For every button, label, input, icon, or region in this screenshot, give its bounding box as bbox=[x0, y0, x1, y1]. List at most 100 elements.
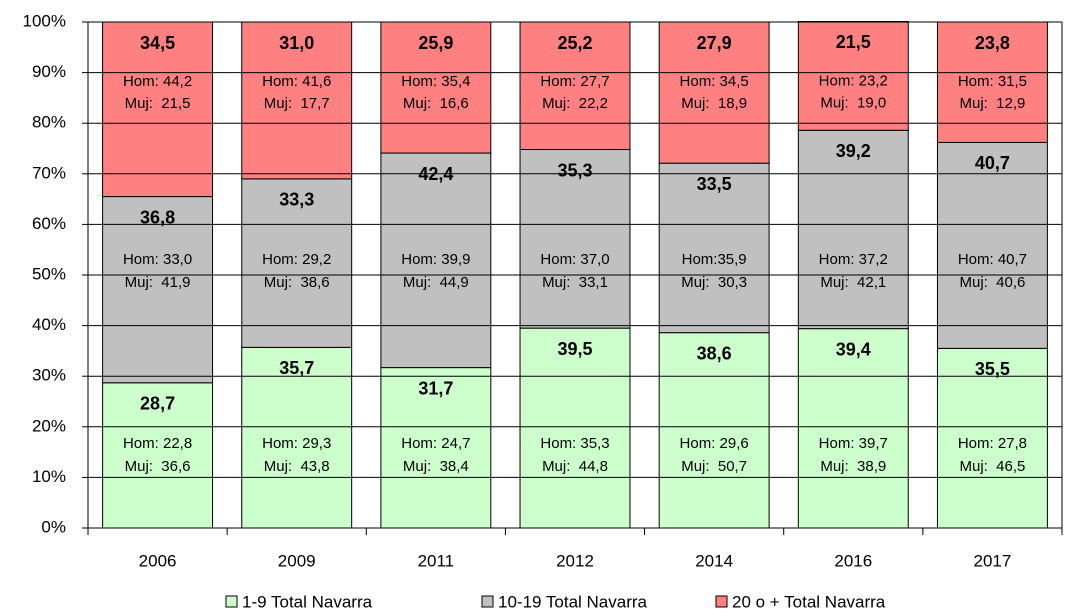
annotation: Hom: 27,8 bbox=[958, 435, 1027, 452]
value-label: 27,9 bbox=[697, 33, 732, 53]
annotation: Hom: 41,6 bbox=[262, 73, 331, 90]
value-label: 34,5 bbox=[140, 33, 175, 53]
x-tick-label: 2016 bbox=[834, 551, 872, 570]
legend-label: 10-19 Total Navarra bbox=[498, 592, 648, 611]
y-tick-label: 40% bbox=[32, 315, 66, 334]
annotation: Muj: 41,9 bbox=[125, 274, 191, 291]
y-tick-label: 90% bbox=[32, 62, 66, 81]
y-tick-label: 10% bbox=[32, 467, 66, 486]
annotation: Hom: 29,6 bbox=[680, 435, 749, 452]
bar-segment bbox=[658, 332, 770, 529]
annotation: Muj: 16,6 bbox=[403, 95, 469, 112]
annotation: Hom: 31,5 bbox=[958, 73, 1027, 90]
annotation: Hom: 35,4 bbox=[401, 73, 470, 90]
annotation: Hom: 37,2 bbox=[819, 251, 888, 268]
annotation: Hom: 40,7 bbox=[958, 251, 1027, 268]
annotation: Muj: 44,8 bbox=[542, 458, 608, 475]
annotation: Muj: 12,9 bbox=[959, 95, 1025, 112]
annotation: Muj: 36,6 bbox=[125, 458, 191, 475]
y-tick-label: 70% bbox=[32, 163, 66, 182]
annotation: Muj: 40,6 bbox=[959, 274, 1025, 291]
annotation: Muj: 17,7 bbox=[264, 95, 330, 112]
annotation: Hom: 34,5 bbox=[680, 73, 749, 90]
annotation: Hom: 39,9 bbox=[401, 251, 470, 268]
bar-segment bbox=[797, 328, 909, 529]
x-tick-label: 2011 bbox=[418, 551, 455, 570]
bar-segment bbox=[658, 21, 770, 164]
value-label: 35,5 bbox=[975, 359, 1010, 379]
annotation: Muj: 18,9 bbox=[681, 95, 747, 112]
annotation: Hom: 27,7 bbox=[540, 73, 609, 90]
value-label: 39,2 bbox=[836, 141, 871, 161]
annotation: Hom: 39,7 bbox=[819, 435, 888, 452]
annotation: Hom: 22,8 bbox=[123, 435, 192, 452]
bar-segment bbox=[102, 382, 214, 529]
value-label: 33,5 bbox=[697, 174, 732, 194]
y-tick-label: 0% bbox=[41, 517, 66, 536]
value-label: 40,7 bbox=[975, 153, 1010, 173]
value-label: 39,5 bbox=[557, 339, 592, 359]
annotation: Muj: 19,0 bbox=[820, 94, 886, 111]
bar-segment bbox=[936, 21, 1048, 143]
value-label: 36,8 bbox=[140, 207, 175, 227]
bar-segment bbox=[797, 20, 909, 131]
y-tick-label: 60% bbox=[32, 214, 66, 233]
bar-segment bbox=[380, 21, 492, 154]
bar-segment bbox=[797, 129, 909, 330]
x-tick-label: 2012 bbox=[556, 551, 594, 570]
annotation: Muj: 38,6 bbox=[264, 274, 330, 291]
annotation: Hom: 23,2 bbox=[819, 72, 888, 89]
value-label: 28,7 bbox=[140, 394, 175, 414]
value-label: 35,3 bbox=[557, 160, 592, 180]
value-label: 35,7 bbox=[279, 358, 314, 378]
y-tick-label: 100% bbox=[23, 11, 66, 30]
bar-segment bbox=[102, 21, 214, 198]
annotation: Muj: 38,4 bbox=[403, 458, 469, 475]
x-tick-label: 2014 bbox=[695, 551, 733, 570]
annotation: Muj: 42,1 bbox=[820, 274, 886, 291]
y-tick-label: 80% bbox=[32, 113, 66, 132]
y-tick-label: 20% bbox=[32, 416, 66, 435]
annotation: Hom: 44,2 bbox=[123, 73, 192, 90]
bar-segment bbox=[936, 141, 1048, 349]
annotation: Muj: 33,1 bbox=[542, 274, 608, 291]
y-tick-label: 50% bbox=[32, 264, 66, 283]
legend-label: 20 o + Total Navarra bbox=[732, 592, 886, 611]
annotation: Muj: 38,9 bbox=[820, 458, 886, 475]
value-label: 39,4 bbox=[836, 339, 871, 359]
annotation: Muj: 43,8 bbox=[264, 458, 330, 475]
y-tick-label: 30% bbox=[32, 366, 66, 385]
legend-swatch bbox=[481, 595, 494, 608]
value-label: 38,6 bbox=[697, 343, 732, 363]
annotation: Muj: 22,2 bbox=[542, 95, 608, 112]
annotation: Hom: 24,7 bbox=[401, 435, 470, 452]
value-label: 25,2 bbox=[557, 33, 592, 53]
value-label: 33,3 bbox=[279, 190, 314, 210]
bar-segment bbox=[102, 196, 214, 384]
bar-segment bbox=[519, 327, 631, 529]
value-label: 21,5 bbox=[836, 32, 871, 52]
annotation: Muj: 46,5 bbox=[959, 458, 1025, 475]
annotation: Muj: 21,5 bbox=[125, 95, 191, 112]
value-label: 31,0 bbox=[279, 33, 314, 53]
bar-segment bbox=[519, 21, 631, 151]
bar-segment bbox=[241, 178, 353, 348]
bar-segment bbox=[241, 21, 353, 180]
annotation: Muj: 50,7 bbox=[681, 458, 747, 475]
annotation: Muj: 44,9 bbox=[403, 274, 469, 291]
legend-swatch bbox=[225, 595, 238, 608]
value-label: 25,9 bbox=[418, 33, 453, 53]
bar-segment bbox=[380, 152, 492, 369]
x-tick-label: 2006 bbox=[139, 551, 177, 570]
legend-swatch bbox=[715, 595, 728, 608]
x-tick-label: 2017 bbox=[974, 551, 1012, 570]
annotation: Hom: 33,0 bbox=[123, 251, 192, 268]
annotation: Muj: 30,3 bbox=[681, 274, 747, 291]
x-tick-label: 2009 bbox=[278, 551, 316, 570]
bar-segment bbox=[519, 149, 631, 329]
annotation: Hom: 37,0 bbox=[540, 251, 609, 268]
bar-segment bbox=[658, 162, 770, 334]
annotation: Hom: 29,2 bbox=[262, 251, 331, 268]
